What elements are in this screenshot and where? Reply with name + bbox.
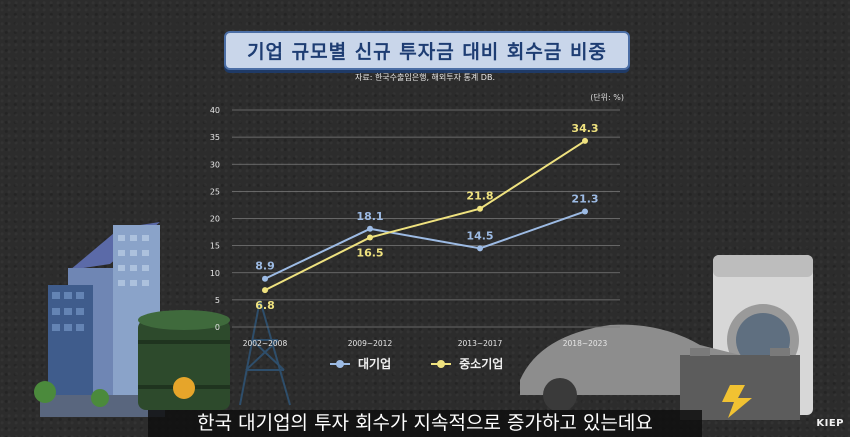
y-tick-label: 5 (215, 296, 220, 305)
data-label: 21.8 (466, 190, 493, 203)
data-point (582, 137, 588, 144)
y-tick-label: 35 (210, 133, 220, 142)
data-label: 8.9 (255, 260, 275, 273)
legend-swatch-large (330, 359, 350, 368)
building-windows (118, 235, 149, 286)
kiep-logo: KIEP (816, 418, 844, 429)
data-point (262, 287, 268, 294)
y-tick-label: 40 (210, 106, 220, 115)
data-label: 6.8 (255, 299, 275, 312)
data-point (262, 275, 268, 282)
video-subtitle: 한국 대기업의 투자 회수가 지속적으로 증가하고 있는데요 (148, 410, 702, 437)
data-label: 14.5 (466, 229, 493, 242)
legend-label-large: 대기업 (358, 357, 392, 371)
x-tick-label: 2002~2008 (243, 339, 288, 348)
y-tick-label: 25 (210, 187, 220, 196)
x-tick-label: 2013~2017 (458, 339, 503, 348)
data-label: 18.1 (356, 210, 383, 223)
data-label: 21.3 (571, 192, 598, 205)
source-note: 자료: 한국수출입은행, 해외투자 통계 DB. (354, 73, 495, 82)
y-tick-label: 30 (210, 160, 220, 169)
y-tick-label: 20 (210, 215, 220, 224)
data-point (582, 208, 588, 215)
oil-tower (239, 299, 291, 406)
y-tick-label: 15 (210, 242, 220, 251)
data-label: 34.3 (571, 122, 598, 135)
y-tick-label: 10 (210, 269, 220, 278)
legend-item-sme: 중소기업 (431, 355, 503, 372)
series-line-1 (264, 140, 586, 292)
tree (34, 381, 56, 403)
legend-label-sme: 중소기업 (459, 357, 504, 371)
legend-item-large: 대기업 (330, 355, 391, 372)
lightning-icon (722, 385, 752, 418)
x-tick-label: 2018~2023 (563, 339, 608, 348)
data-point (367, 225, 373, 232)
x-tick-label: 2009~2012 (348, 339, 393, 348)
oil-drop-icon (173, 377, 195, 399)
data-point (367, 234, 373, 241)
unit-label: (단위: %) (590, 93, 624, 102)
series-line-0 (264, 210, 586, 280)
legend-swatch-sme (431, 359, 452, 368)
data-point (477, 205, 483, 212)
chart-title: 기업 규모별 신규 투자금 대비 회수금 비중 (224, 31, 630, 70)
tree (91, 389, 109, 407)
legend: 대기업 중소기업 (330, 355, 503, 372)
data-label: 16.5 (356, 246, 383, 259)
data-point (477, 245, 483, 252)
y-tick-label: 0 (215, 323, 220, 332)
